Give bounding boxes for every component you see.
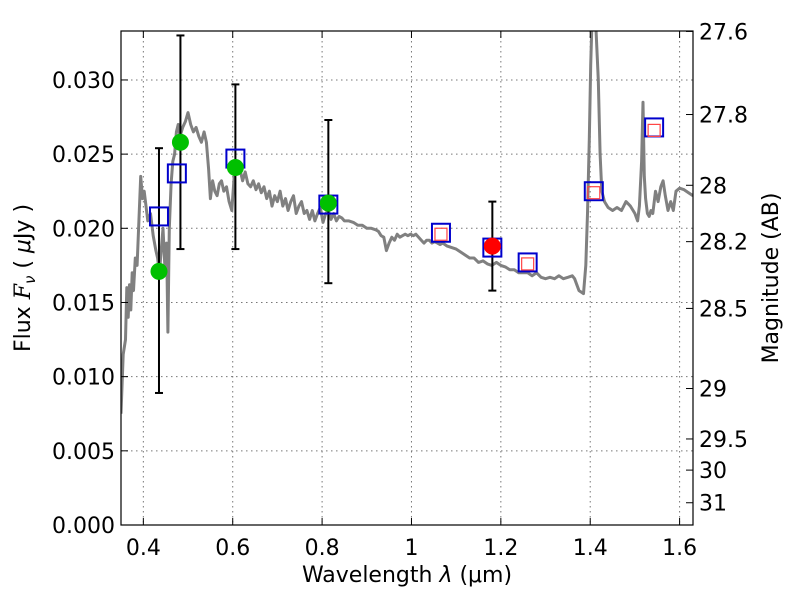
upper-limit-square (434, 227, 448, 241)
y2-tick-label: 28.2 (699, 231, 748, 256)
upper-limit-square (521, 257, 535, 271)
y2-tick-label: 30 (699, 459, 727, 484)
y-tick-label: 0.005 (52, 440, 115, 465)
y2-axis-ticks: 27.6 27.8 28 28.2 28.5 29 29.5 30 31 (686, 20, 748, 517)
model-photometry-square (148, 206, 169, 227)
x-tick-label: 1.6 (662, 536, 697, 561)
model-photometry-square (517, 252, 538, 273)
data-point-circle (319, 194, 337, 212)
y-tick-label: 0.025 (52, 143, 115, 168)
upper-limit-square (587, 186, 601, 200)
data-point-circle (150, 262, 168, 280)
model-sed-line-layer (121, 31, 693, 414)
x-tick-label: 1.4 (573, 536, 608, 561)
upper-limit-square (647, 123, 661, 137)
x-tick-label: 1 (404, 536, 418, 561)
y-axis-label: Flux Fν ( μJy ) (11, 204, 39, 352)
x-tick-label: 0.8 (305, 536, 340, 561)
markers (148, 117, 665, 280)
data-point-circle (226, 158, 244, 176)
model-photometry-square (583, 181, 604, 202)
x-axis-ticks: 0.4 0.6 0.8 1 1.2 1.4 1.6 (126, 31, 697, 561)
y-axis-ticks: 0.000 0.005 0.010 0.015 0.020 0.025 0.030 (52, 69, 128, 539)
y-tick-label: 0.010 (52, 366, 115, 391)
y-tick-label: 0.015 (52, 291, 115, 316)
y2-tick-label: 28.5 (699, 297, 748, 322)
y2-tick-label: 31 (699, 492, 727, 517)
y2-axis-label: Magnitude (AB) (759, 193, 784, 364)
y-tick-label: 0.030 (52, 69, 115, 94)
y2-tick-label: 29 (699, 378, 727, 403)
x-tick-label: 0.6 (215, 536, 250, 561)
x-tick-label: 0.4 (126, 536, 161, 561)
y2-tick-label: 27.6 (699, 20, 748, 45)
data-point-circle (483, 237, 501, 255)
grid (121, 31, 693, 525)
y2-tick-label: 29.5 (699, 428, 748, 453)
model-photometry-square (430, 222, 451, 243)
data-point-circle (171, 133, 189, 151)
model-sed-line (121, 31, 693, 414)
y2-tick-label: 28 (699, 174, 727, 199)
model-photometry-square (166, 163, 187, 184)
y-tick-label: 0.000 (52, 514, 115, 539)
x-axis-label: Wavelength λ (μm) (302, 563, 512, 588)
x-tick-label: 1.2 (483, 536, 518, 561)
y-tick-label: 0.020 (52, 217, 115, 242)
y2-tick-label: 27.8 (699, 104, 748, 129)
plot-frame (120, 30, 694, 526)
